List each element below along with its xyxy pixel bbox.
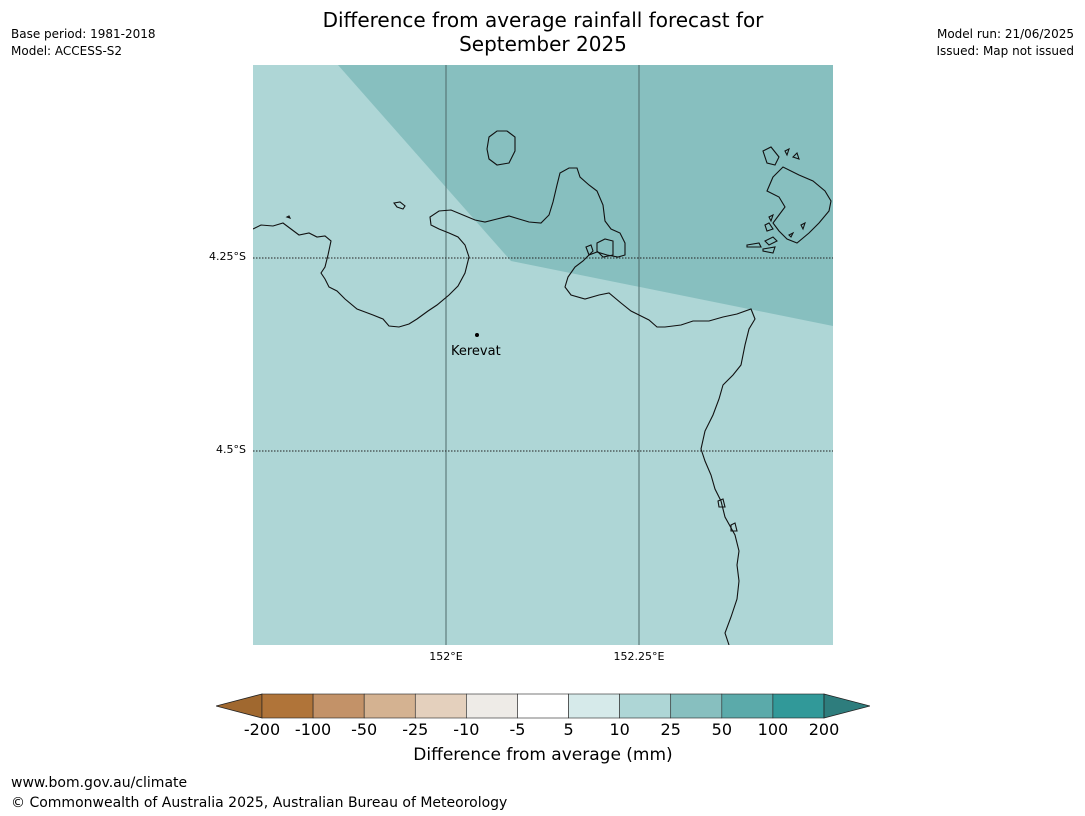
colorbar-extend-high [823, 693, 870, 719]
coastline-ne-landmass [762, 146, 832, 244]
colorbar-segment [772, 693, 825, 719]
band-25-50-area [338, 65, 833, 326]
lat-label-4-25: 4.25°S [209, 250, 246, 263]
colorbar-extend-low [216, 693, 263, 719]
colorbar-segment [517, 693, 569, 719]
footer-url: www.bom.gov.au/climate [11, 775, 188, 791]
model-name: Model: ACCESS-S2 [11, 44, 123, 58]
coastline-islet-3 [285, 215, 292, 219]
colorbar-segment [261, 693, 314, 719]
colorbar-segment [721, 693, 774, 719]
colorbar-tick-label: -5 [509, 720, 526, 739]
lat-label-4-5: 4.5°S [216, 443, 246, 456]
kerevat-label: Kerevat [451, 344, 501, 359]
coastline-islet-5 [596, 238, 614, 258]
colorbar-tick-label: -200 [243, 720, 281, 739]
colorbar-tick-label: -10 [453, 720, 480, 739]
model-run: Model run: 21/06/2025 [936, 27, 1074, 41]
colorbar-segment [619, 693, 672, 719]
coastline-main [253, 167, 756, 645]
graticule [253, 65, 833, 645]
colorbar [216, 693, 870, 719]
colorbar-tick-label: -25 [402, 720, 429, 739]
kerevat-marker [475, 333, 479, 337]
colorbar-tick-label: 100 [757, 720, 789, 739]
colorbar-segment [312, 693, 365, 719]
title-line-1: Difference from average rainfall forecas… [322, 8, 764, 32]
colorbar-tick-label: -100 [294, 720, 332, 739]
coastline-islet-1 [486, 130, 516, 166]
coastline-islet-2 [393, 201, 406, 210]
colorbar-segment [670, 693, 723, 719]
coastline-south-islet [717, 498, 738, 532]
coastline-islet-4 [585, 244, 594, 256]
coastline-ne-islets [746, 147, 806, 254]
map-metadata-left: Base period: 1981-2018 Model: ACCESS-S2 [11, 26, 156, 60]
rainfall-map: Kerevat [253, 65, 833, 645]
title-line-2: September 2025 [459, 32, 627, 56]
colorbar-tick-label: 10 [609, 720, 630, 739]
base-period: Base period: 1981-2018 [11, 27, 156, 41]
colorbar-segment [568, 693, 620, 719]
colorbar-tick-label: -50 [351, 720, 378, 739]
colorbar-segment [414, 693, 467, 719]
colorbar-segment [466, 693, 518, 719]
colorbar-tick-label: 200 [808, 720, 840, 739]
lon-label-152-25: 152.25°E [613, 650, 665, 663]
issued-status: Issued: Map not issued [936, 44, 1074, 58]
colorbar-label: Difference from average (mm) [413, 745, 673, 765]
colorbar-tick-label: 25 [660, 720, 681, 739]
map-metadata-right: Model run: 21/06/2025 Issued: Map not is… [936, 26, 1074, 60]
lon-label-152: 152°E [429, 650, 463, 663]
coastline [253, 130, 832, 645]
page-title: Difference from average rainfall forecas… [293, 8, 793, 56]
colorbar-tick-label: 50 [711, 720, 732, 739]
footer-copyright: © Commonwealth of Australia 2025, Austra… [11, 795, 508, 811]
colorbar-tick-label: 5 [563, 720, 574, 739]
colorbar-segment [363, 693, 416, 719]
